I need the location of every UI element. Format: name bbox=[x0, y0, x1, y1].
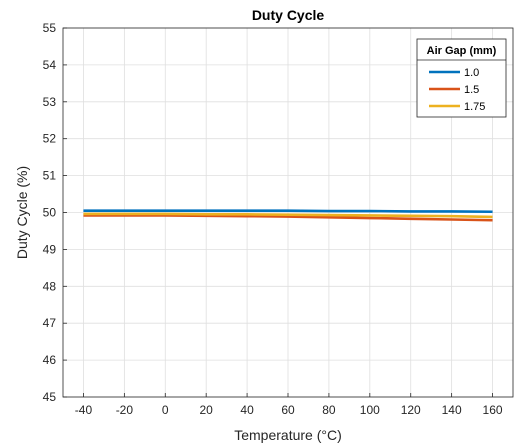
y-tick-label: 46 bbox=[43, 353, 57, 367]
legend-label: 1.75 bbox=[464, 101, 485, 113]
y-tick-label: 45 bbox=[43, 390, 57, 404]
x-tick-label: 60 bbox=[281, 403, 295, 417]
series-line-1-5 bbox=[83, 214, 493, 222]
x-tick-label: 160 bbox=[483, 403, 503, 417]
y-tick-label: 49 bbox=[43, 242, 57, 256]
y-tick-label: 50 bbox=[43, 206, 57, 220]
x-tick-label: 40 bbox=[240, 403, 254, 417]
x-tick-label: 0 bbox=[162, 403, 169, 417]
series-line-1-0 bbox=[83, 209, 493, 214]
axis-ticks: -40 -20 0 20 40 60 80 100 120 140 160 45 46 47 48 49 50 5… bbox=[43, 21, 503, 417]
y-axis-title: Duty Cycle (%) bbox=[14, 166, 30, 259]
x-tick-label: 120 bbox=[401, 403, 421, 417]
series-line-1-75 bbox=[83, 212, 493, 219]
x-axis-title: Temperature (°C) bbox=[234, 427, 342, 443]
y-tick-label: 48 bbox=[43, 279, 57, 293]
x-tick-label: 80 bbox=[322, 403, 336, 417]
chart-title: Duty Cycle bbox=[252, 7, 325, 23]
x-tick-label: -20 bbox=[116, 403, 134, 417]
x-tick-label: 140 bbox=[442, 403, 462, 417]
y-tick-label: 55 bbox=[43, 21, 57, 35]
y-tick-label: 54 bbox=[43, 58, 57, 72]
x-tick-label: -40 bbox=[75, 403, 93, 417]
x-tick-label: 100 bbox=[360, 403, 380, 417]
y-tick-label: 51 bbox=[43, 169, 57, 183]
legend-label: 1.5 bbox=[464, 84, 479, 96]
legend-title: Air Gap (mm) bbox=[427, 45, 497, 57]
series-lines bbox=[83, 209, 493, 222]
legend: Air Gap (mm) 1.0 1.5 1.75 bbox=[416, 38, 507, 118]
y-tick-label: 52 bbox=[43, 132, 57, 146]
legend-label: 1.0 bbox=[464, 67, 479, 79]
legend-items: 1.0 1.5 1.75 bbox=[429, 67, 485, 113]
legend-box bbox=[416, 38, 507, 118]
y-tick-label: 47 bbox=[43, 316, 57, 330]
y-tick-label: 53 bbox=[43, 95, 57, 109]
x-tick-label: 20 bbox=[200, 403, 214, 417]
